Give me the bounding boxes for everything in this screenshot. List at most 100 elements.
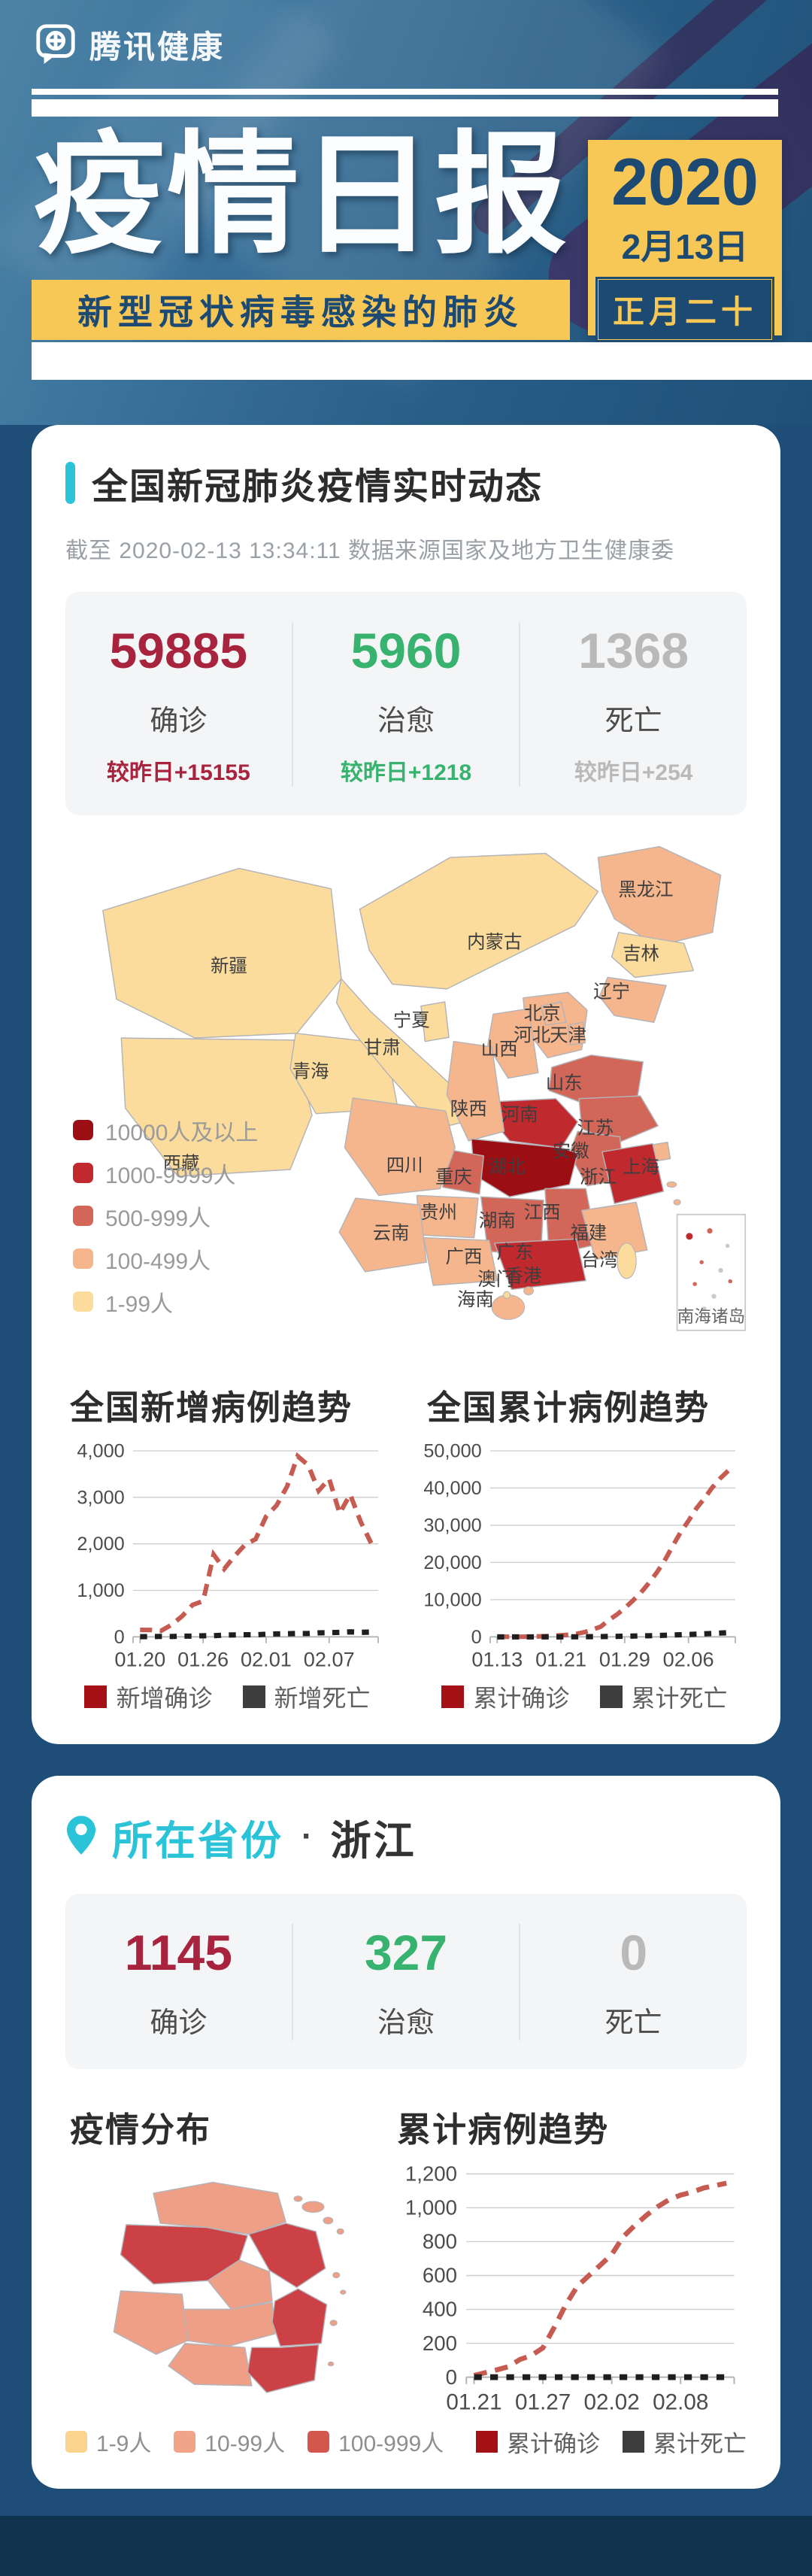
svg-text:01.21: 01.21 xyxy=(535,1647,586,1670)
legend-swatch xyxy=(73,1291,93,1312)
svg-text:青海: 青海 xyxy=(292,1061,329,1082)
svg-text:北京: 北京 xyxy=(524,1003,561,1024)
legend-label: 累计死亡 xyxy=(631,1684,728,1712)
china-choropleth-map: 南海诸岛 新疆 西藏 青海 甘肃 宁夏 内蒙古 黑龙江 吉林 辽宁 北京 天津 河北 山西 山东 河南 江苏 安徽… xyxy=(65,829,747,1361)
stat-delta: 较昨日+15155 xyxy=(106,760,250,785)
svg-text:400: 400 xyxy=(423,2297,457,2320)
cumulative-cases-line-chart: 0 10,000 20,000 30,000 40,000 50,000 01.13 01.2… xyxy=(423,1440,747,1673)
svg-text:1,000: 1,000 xyxy=(405,2195,457,2219)
svg-text:4,000: 4,000 xyxy=(77,1440,124,1461)
legend-label: 累计确诊 xyxy=(473,1684,570,1712)
svg-text:贵州: 贵州 xyxy=(420,1202,457,1223)
legend-label: 10000人及以上 xyxy=(105,1120,259,1145)
stat-delta: 较昨日+254 xyxy=(574,760,693,785)
map-legend-item: 1-99人 xyxy=(73,1285,258,1318)
chart-title: 全国新增病例趋势 xyxy=(70,1388,353,1427)
national-section-head: 全国新冠肺炎疫情实时动态 xyxy=(65,457,747,509)
svg-text:河北: 河北 xyxy=(514,1025,550,1046)
svg-text:浙江: 浙江 xyxy=(580,1167,617,1188)
svg-text:30,000: 30,000 xyxy=(423,1515,481,1536)
svg-text:宁夏: 宁夏 xyxy=(393,1010,430,1031)
stat-label: 死亡 xyxy=(604,705,662,737)
svg-text:0: 0 xyxy=(114,1626,125,1647)
svg-text:0: 0 xyxy=(471,1626,482,1647)
svg-text:澳门: 澳门 xyxy=(477,1269,514,1290)
legend-swatch xyxy=(242,1685,265,1708)
stat-value: 59885 xyxy=(109,623,248,678)
legend-swatch xyxy=(73,1163,93,1184)
svg-text:辽宁: 辽宁 xyxy=(593,982,630,1003)
svg-text:新疆: 新疆 xyxy=(211,955,247,976)
stat-label: 确诊 xyxy=(150,2007,208,2039)
svg-text:天津: 天津 xyxy=(550,1025,586,1046)
svg-text:西藏: 西藏 xyxy=(163,1153,200,1174)
svg-text:0: 0 xyxy=(446,2365,457,2389)
chart-legend-item: 累计确诊 xyxy=(441,1679,570,1714)
province-map-legend: 1-9人 10-99人 100-999人 xyxy=(65,2425,444,2458)
svg-text:四川: 四川 xyxy=(386,1156,423,1176)
province-cumulative-line-chart: 0 200 400 600 800 1,000 1,200 01.21 01.27 02.02 02… xyxy=(392,2162,747,2417)
chart-legend-item: 新增确诊 xyxy=(84,1679,213,1714)
map-legend-item: 1000-9999人 xyxy=(73,1157,258,1190)
stat-label: 治愈 xyxy=(377,705,435,737)
svg-text:上海: 上海 xyxy=(623,1157,659,1178)
svg-text:香港: 香港 xyxy=(504,1265,541,1286)
chart-legend-item: 累计死亡 xyxy=(623,2425,747,2459)
date-box: 2020 2月13日 正月二十 xyxy=(588,140,782,343)
svg-text:河南: 河南 xyxy=(501,1104,538,1125)
svg-text:山西: 山西 xyxy=(481,1039,518,1060)
province-name: 浙江 xyxy=(330,1818,417,1864)
svg-text:01.26: 01.26 xyxy=(177,1647,229,1670)
svg-text:1,200: 1,200 xyxy=(405,2162,457,2185)
map-legend-item: 500-999人 xyxy=(73,1200,258,1233)
svg-text:40,000: 40,000 xyxy=(423,1478,481,1499)
stat-column: 1368 死亡 较昨日+254 xyxy=(519,622,747,787)
subtitle-underlay-strip xyxy=(32,342,812,380)
svg-text:01.20: 01.20 xyxy=(114,1647,165,1670)
national-stats: 59885 确诊 较昨日+15155 5960 治愈 较昨日+1218 1368… xyxy=(65,592,747,815)
map-legend: 10000人及以上 1000-9999人 500-999人 100-499人 1… xyxy=(73,1104,258,1318)
stat-label: 确诊 xyxy=(150,705,208,737)
svg-text:50,000: 50,000 xyxy=(423,1440,481,1461)
legend-swatch xyxy=(476,2430,498,2453)
svg-text:20,000: 20,000 xyxy=(423,1552,481,1573)
charts-row: 全国新增病例趋势 0 1,000 2,000 3,000 4,000 01.20 01.26… xyxy=(65,1380,747,1714)
province-stats: 1145 确诊 327 治愈 0 死亡 xyxy=(65,1893,747,2069)
svg-text:02.01: 02.01 xyxy=(241,1647,292,1670)
province-bottom-row: 疫情分布 累计病例趋势 0 200 400 600 800 1,000 1,200 01.21… xyxy=(65,2102,747,2417)
page-subtitle: 新型冠状病毒感染的肺炎 xyxy=(32,280,570,340)
svg-text:02.07: 02.07 xyxy=(304,1647,355,1670)
stat-value: 1145 xyxy=(124,1924,232,1980)
legend-label: 1000-9999人 xyxy=(105,1163,236,1188)
legend-label: 1-99人 xyxy=(105,1291,174,1317)
province-legends-row: 1-9人 10-99人 100-999人 累计确诊 累计死亡 xyxy=(65,2425,747,2459)
map-legend-item: 100-499人 xyxy=(73,1242,258,1276)
distribution-title: 疫情分布 xyxy=(70,2110,212,2149)
svg-text:陕西: 陕西 xyxy=(450,1099,487,1120)
svg-text:云南: 云南 xyxy=(373,1222,410,1243)
divider-line-thick xyxy=(32,99,778,117)
svg-text:01.27: 01.27 xyxy=(515,2389,571,2414)
chart-legend-item: 新增死亡 xyxy=(242,1679,371,1714)
date-lunar: 正月二十 xyxy=(595,277,774,343)
stat-value: 5960 xyxy=(350,623,462,678)
map-legend-item: 1-9人 xyxy=(65,2425,151,2458)
svg-text:湖南: 湖南 xyxy=(479,1210,516,1231)
stat-column: 59885 确诊 较昨日+15155 xyxy=(65,622,292,787)
cumulative-cases-chart-block: 全国累计病例趋势 0 10,000 20,000 30,000 40,000 50,000… xyxy=(423,1380,747,1714)
svg-text:800: 800 xyxy=(423,2229,457,2253)
legend-label: 100-499人 xyxy=(105,1249,211,1274)
stat-column: 0 死亡 xyxy=(519,1923,747,2040)
legend-label: 新增确诊 xyxy=(116,1684,213,1712)
svg-text:南海诸岛: 南海诸岛 xyxy=(677,1307,746,1326)
legend-label: 500-999人 xyxy=(105,1206,211,1231)
legend-label: 新增死亡 xyxy=(274,1684,371,1712)
svg-text:广西: 广西 xyxy=(446,1246,483,1267)
province-chart-block: 累计病例趋势 0 200 400 600 800 1,000 1,200 01.21 01.27… xyxy=(392,2102,747,2417)
stat-column: 5960 治愈 较昨日+1218 xyxy=(291,622,520,787)
distribution-block: 疫情分布 xyxy=(65,2102,367,2417)
zhejiang-choropleth-map xyxy=(65,2165,367,2400)
stat-column: 1145 确诊 xyxy=(65,1924,292,2040)
legend-label: 累计确诊 xyxy=(507,2430,600,2457)
stat-label: 死亡 xyxy=(604,2007,662,2039)
